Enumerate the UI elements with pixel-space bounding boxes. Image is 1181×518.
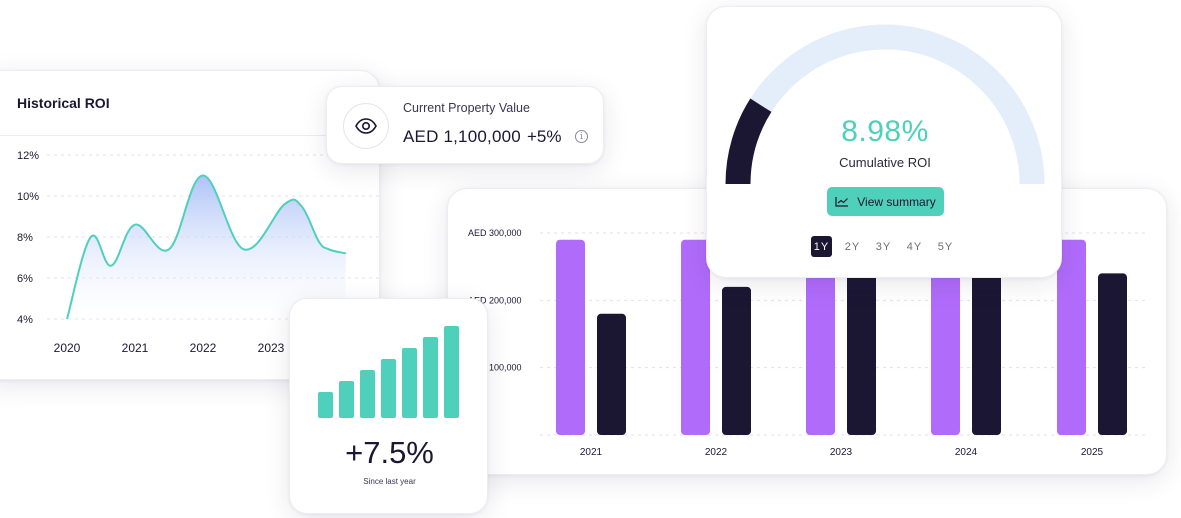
roi-y-tick-label: 6% bbox=[17, 273, 33, 285]
historical-roi-card: Historical ROI 12% 10% 8% 6% 4% 2020 2021 2022 2… bbox=[0, 70, 380, 380]
view-summary-button[interactable]: View summary bbox=[827, 187, 944, 216]
growth-bar bbox=[381, 359, 396, 418]
bar-navy bbox=[597, 313, 626, 435]
bar-purple bbox=[931, 239, 960, 435]
growth-label: Since last year bbox=[363, 477, 416, 486]
roi-y-tick-label: 12% bbox=[17, 150, 39, 162]
period-1y[interactable]: 1Y bbox=[811, 236, 832, 257]
historical-roi-title: Historical ROI bbox=[17, 95, 110, 111]
bar-navy bbox=[1098, 273, 1127, 435]
property-value-label: Current Property Value bbox=[403, 101, 530, 115]
info-icon[interactable]: i bbox=[575, 130, 588, 143]
bar-y-tick-label: AED 100,000 bbox=[468, 363, 522, 373]
period-selector: 1Y 2Y 3Y 4Y 5Y bbox=[811, 236, 956, 257]
growth-bar bbox=[318, 392, 333, 418]
roi-x-tick-label: 2022 bbox=[190, 341, 217, 355]
bar-x-tick-label: 2023 bbox=[830, 447, 853, 458]
roi-area-chart: 12% 10% 8% 6% 4% 2020 2021 2022 2023 bbox=[17, 150, 379, 355]
line-chart-icon bbox=[835, 197, 849, 207]
bar-x-tick-label: 2022 bbox=[705, 447, 728, 458]
period-4y[interactable]: 4Y bbox=[906, 240, 923, 253]
roi-y-tick-label: 4% bbox=[17, 314, 33, 326]
bar-purple bbox=[806, 239, 835, 435]
roi-x-tick-label: 2023 bbox=[258, 341, 285, 355]
property-value-change: +5% bbox=[527, 127, 562, 146]
roi-gauge bbox=[725, 24, 1045, 185]
bar-purple bbox=[1057, 239, 1086, 435]
period-2y[interactable]: 2Y bbox=[844, 240, 861, 253]
bar-purple bbox=[681, 239, 710, 435]
bar-navy bbox=[972, 270, 1001, 435]
bar-purple bbox=[556, 239, 585, 435]
growth-bar-chart bbox=[318, 326, 459, 418]
growth-card: +7.5% Since last year bbox=[289, 298, 488, 514]
roi-y-tick-label: 8% bbox=[17, 232, 33, 244]
roi-area-fill bbox=[67, 175, 346, 323]
growth-bar bbox=[339, 381, 354, 418]
roi-x-tick-label: 2020 bbox=[54, 341, 81, 355]
property-value-amount: AED 1,100,000 bbox=[403, 127, 521, 146]
growth-bar bbox=[423, 337, 438, 418]
cumulative-roi-value: 8.98% bbox=[841, 115, 929, 148]
bar-y-tick-label: AED 300,000 bbox=[468, 228, 522, 238]
bar-y-tick-label: AED 200,000 bbox=[468, 295, 522, 305]
period-3y[interactable]: 3Y bbox=[875, 240, 892, 253]
view-summary-label: View summary bbox=[857, 194, 936, 209]
bar-navy bbox=[847, 273, 876, 435]
bar-x-tick-label: 2024 bbox=[955, 447, 978, 458]
roi-y-tick-label: 10% bbox=[17, 191, 39, 203]
bar-x-tick-label: 2025 bbox=[1081, 447, 1104, 458]
cumulative-roi-card: 8.98% Cumulative ROI View summary 1Y 2Y 3Y… bbox=[706, 6, 1062, 278]
period-5y[interactable]: 5Y bbox=[937, 240, 954, 253]
roi-line bbox=[66, 174, 347, 320]
growth-bar bbox=[360, 370, 375, 418]
bar-x-tick-label: 2021 bbox=[580, 447, 603, 458]
gauge-fill bbox=[725, 98, 772, 185]
growth-bar bbox=[444, 326, 459, 418]
property-value-card: Current Property Value AED 1,100,000 +5%… bbox=[326, 86, 604, 164]
growth-value: +7.5% bbox=[345, 435, 434, 470]
eye-icon[interactable] bbox=[343, 103, 389, 149]
roi-divider bbox=[0, 135, 379, 136]
growth-bar bbox=[402, 348, 417, 418]
bar-navy bbox=[722, 286, 751, 435]
cumulative-roi-label: Cumulative ROI bbox=[839, 155, 931, 170]
roi-x-tick-label: 2021 bbox=[122, 341, 149, 355]
